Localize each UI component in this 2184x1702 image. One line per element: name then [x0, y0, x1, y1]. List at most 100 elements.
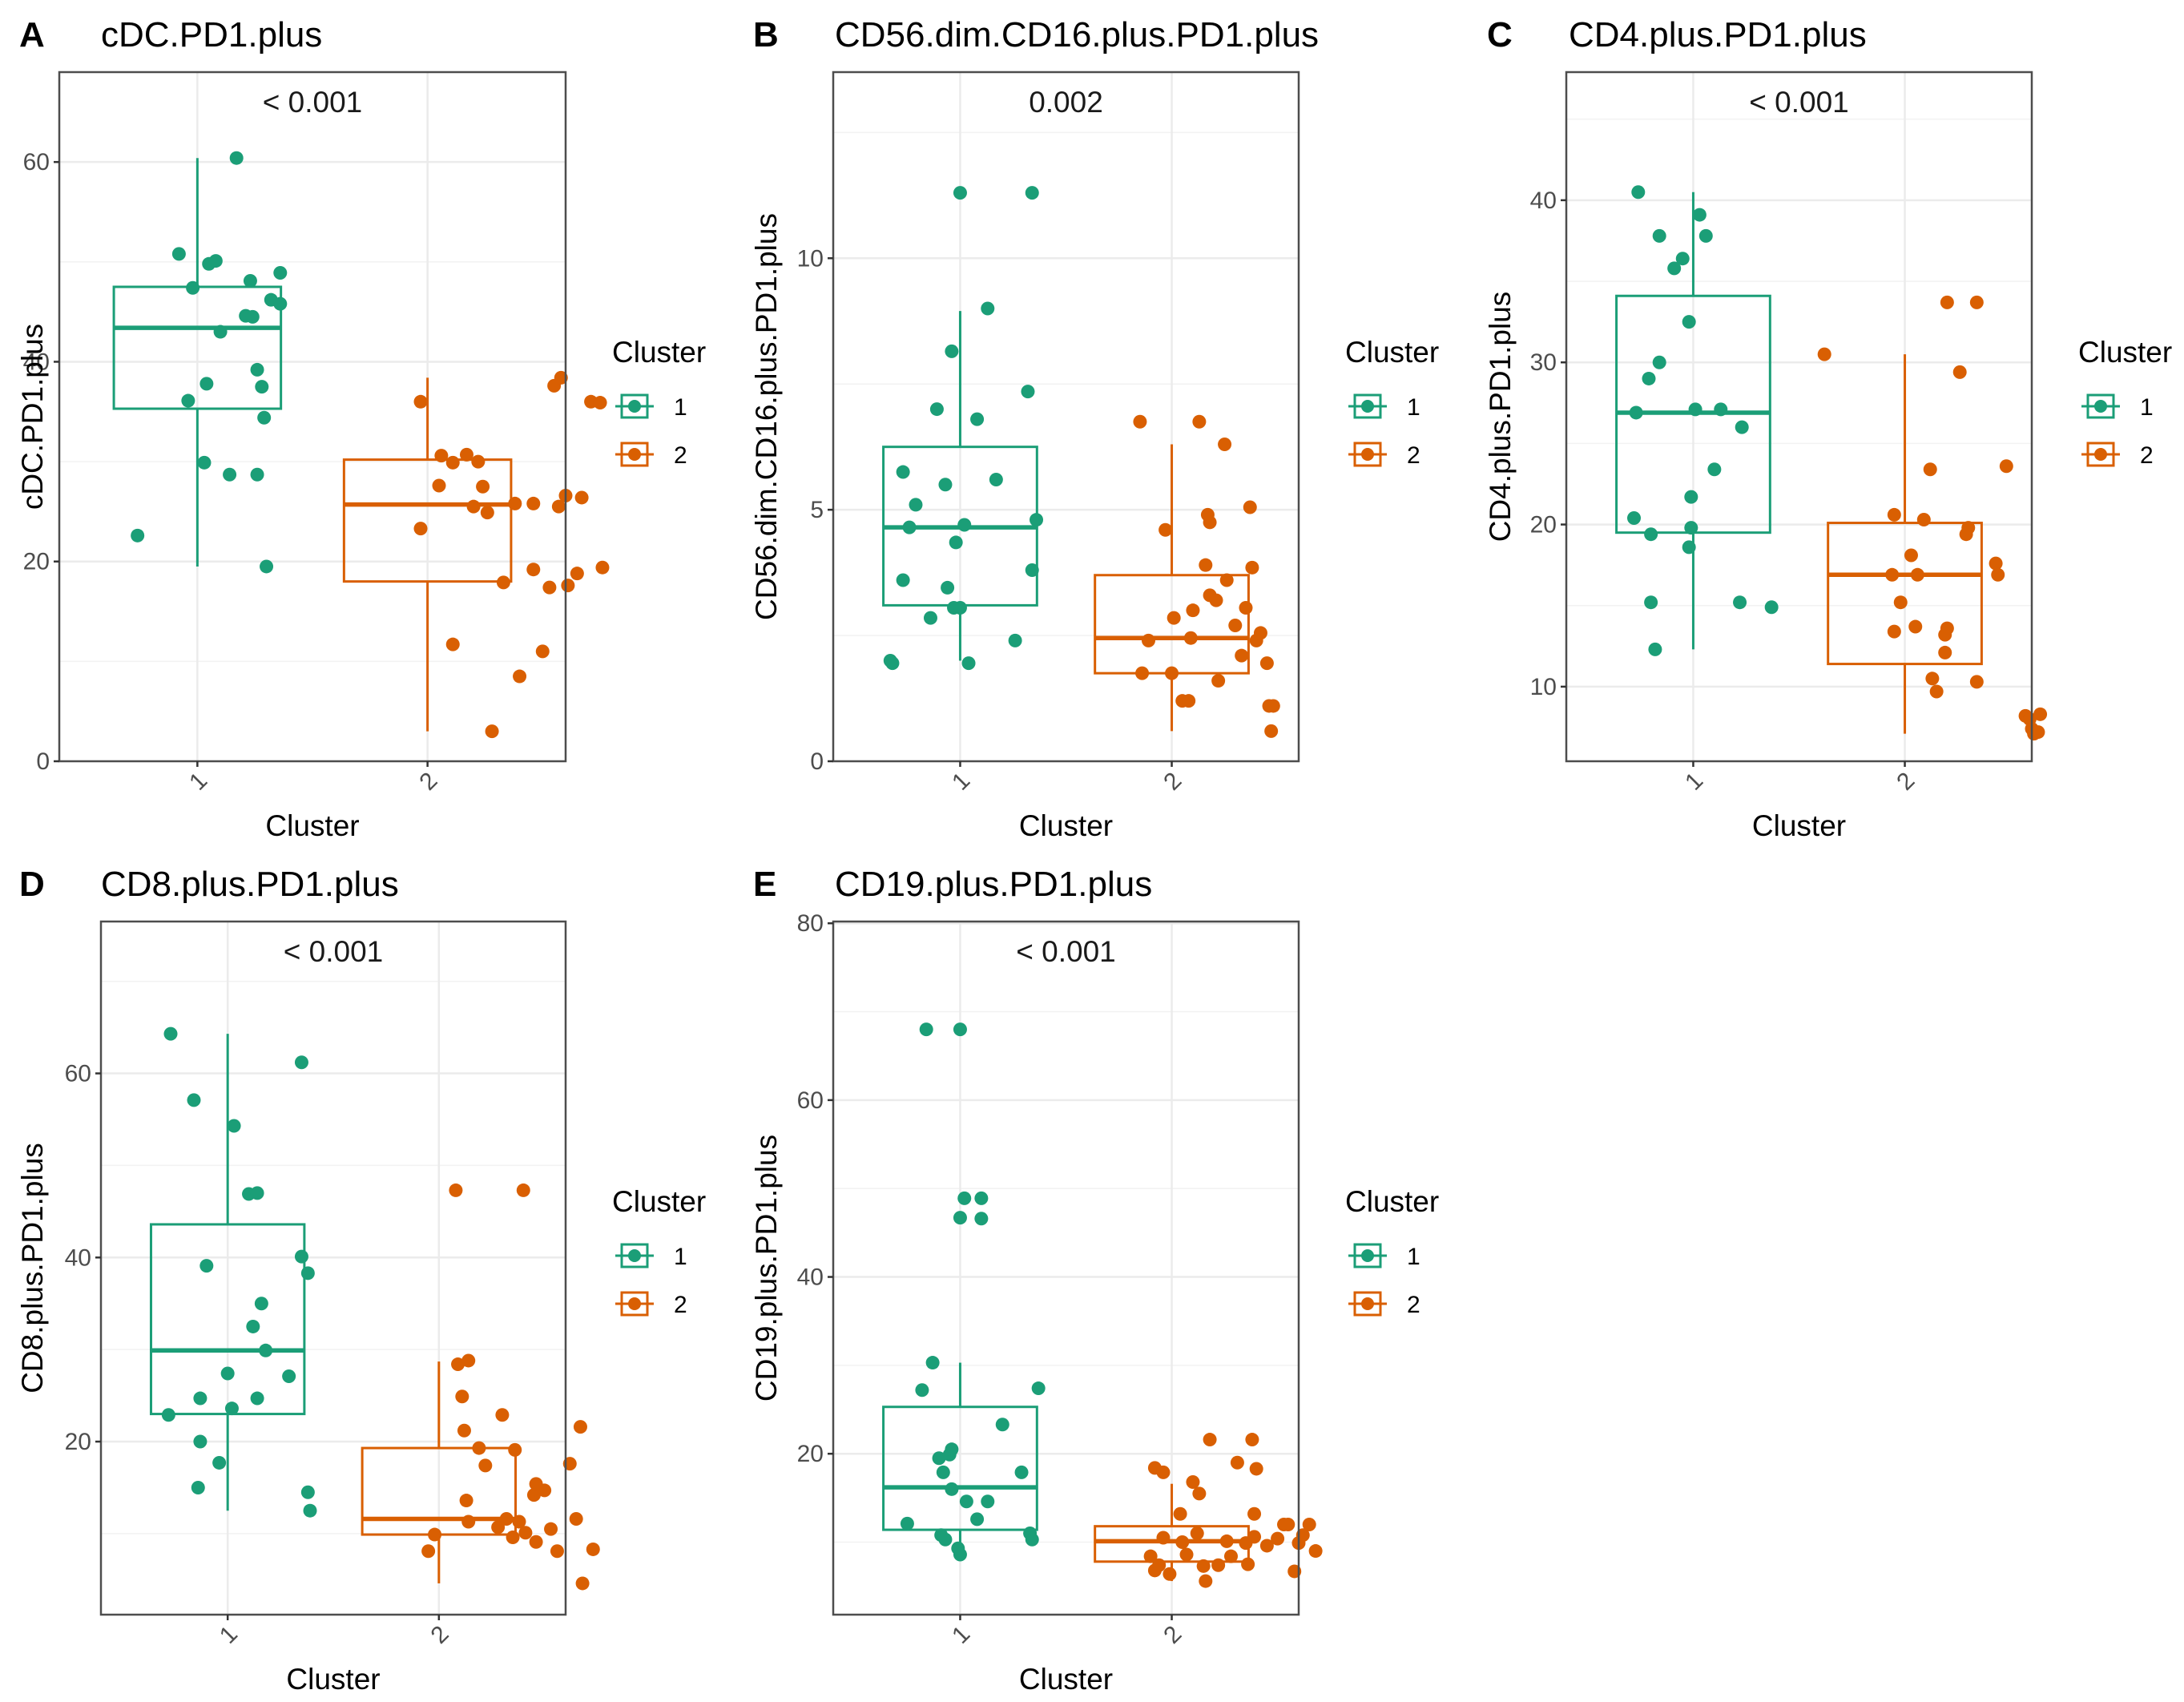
data-point — [1167, 611, 1181, 625]
data-point — [1675, 252, 1690, 266]
data-point — [1156, 1531, 1171, 1545]
x-tick-label: 2 — [414, 768, 442, 796]
data-point — [1887, 507, 1901, 522]
y-axis-title: CD56.dim.CD16.plus.PD1.plus — [750, 213, 783, 620]
plot-background — [59, 72, 566, 761]
data-point — [1165, 666, 1179, 680]
p-value-label: < 0.001 — [1016, 935, 1115, 968]
data-point — [1199, 1574, 1213, 1588]
data-point — [300, 1266, 315, 1281]
data-point — [1940, 621, 1954, 635]
legend-key-2: 2 — [615, 1291, 687, 1318]
p-value-label: 0.002 — [1029, 86, 1103, 119]
data-point — [1211, 674, 1226, 688]
data-point — [1684, 521, 1698, 535]
x-tick-label: 2 — [1892, 768, 1920, 796]
panel-a: 0 20 40 60 1 2 < 0.001 A cDC.PD1.plus Cluster cDC.… — [16, 15, 706, 842]
data-point — [1182, 694, 1196, 708]
data-point — [1219, 573, 1234, 587]
legend-key-point — [1361, 448, 1374, 461]
data-point — [535, 644, 550, 659]
data-point — [491, 1520, 506, 1535]
data-point — [1707, 462, 1722, 477]
data-point — [1682, 315, 1696, 329]
data-point — [1923, 462, 1937, 477]
data-point — [229, 151, 244, 165]
data-point — [575, 1576, 590, 1591]
y-tick-label: 80 — [797, 910, 824, 937]
data-point — [570, 567, 584, 581]
data-point — [561, 579, 575, 593]
data-point — [529, 1535, 543, 1549]
y-axis-title: cDC.PD1.plus — [16, 324, 49, 510]
data-point — [191, 1480, 205, 1494]
data-point — [896, 573, 910, 587]
data-point — [923, 611, 937, 625]
panel-c: 10 20 30 40 1 2 < 0.001 C CD4.plus.PD1.plus Clust… — [1484, 15, 2172, 842]
legend-label: 2 — [1407, 442, 1420, 469]
data-point — [1642, 371, 1656, 385]
data-point — [246, 1319, 260, 1333]
legend-label: 2 — [674, 442, 687, 469]
y-tick-label: 10 — [1530, 674, 1557, 700]
data-point — [542, 580, 557, 595]
legend-key-1: 1 — [1348, 393, 1420, 421]
panel-title: CD8.plus.PD1.plus — [101, 865, 399, 904]
legend: Cluster 1 2 — [1345, 336, 1439, 469]
data-point — [197, 455, 212, 470]
data-point — [131, 528, 145, 542]
y-axis-title: CD19.plus.PD1.plus — [750, 1135, 783, 1402]
x-tick-label: 1 — [215, 1621, 243, 1649]
data-point — [413, 522, 428, 536]
panel-e: 20 40 60 80 1 2 < 0.001 E CD19.plus.PD1.plus Clus… — [750, 865, 1439, 1696]
data-point — [1141, 633, 1155, 647]
data-point — [1266, 699, 1280, 713]
data-point — [1219, 1534, 1234, 1548]
legend-key-point — [2094, 400, 2107, 413]
legend-key-point — [1361, 400, 1374, 413]
legend-key-point — [2094, 448, 2107, 461]
data-point — [193, 1391, 208, 1406]
legend-key-2: 2 — [1348, 442, 1420, 469]
data-point — [981, 1494, 995, 1509]
legend-key-2: 2 — [1348, 1291, 1420, 1318]
legend-label: 1 — [1407, 1244, 1420, 1270]
data-point — [480, 506, 494, 520]
data-point — [1714, 402, 1728, 417]
data-point — [1885, 567, 1900, 582]
panel-d: 20 40 60 1 2 < 0.001 D CD8.plus.PD1.plus Cluster… — [16, 865, 706, 1696]
data-point — [245, 309, 260, 324]
data-point — [595, 560, 610, 575]
legend-label: 1 — [674, 394, 687, 421]
data-point — [254, 1297, 268, 1311]
plot-background — [833, 922, 1299, 1615]
data-point — [223, 467, 237, 482]
legend: Cluster 1 2 — [2078, 336, 2172, 469]
y-tick-label: 20 — [65, 1429, 91, 1455]
data-point — [250, 1186, 264, 1200]
data-point — [181, 393, 195, 408]
data-point — [250, 1391, 264, 1406]
data-point — [461, 1514, 476, 1529]
data-point — [499, 1512, 514, 1527]
data-point — [282, 1369, 296, 1383]
box-iqr — [1827, 522, 1983, 666]
x-tick-label: 1 — [184, 768, 212, 796]
legend-key-2: 2 — [615, 442, 687, 469]
data-point — [1183, 631, 1198, 645]
data-point — [919, 1022, 933, 1037]
p-value-label: < 0.001 — [263, 86, 362, 119]
data-point — [1025, 563, 1039, 577]
data-point — [1969, 295, 1984, 309]
data-point — [2033, 707, 2048, 721]
data-point — [273, 266, 288, 280]
y-tick-label: 5 — [810, 497, 824, 523]
data-point — [554, 370, 568, 385]
data-point — [896, 465, 910, 479]
legend-title: Cluster — [612, 336, 706, 369]
data-point — [255, 380, 269, 394]
legend: Cluster 1 2 — [1345, 1185, 1439, 1318]
panel-letter: A — [19, 15, 45, 54]
data-point — [1991, 567, 2005, 582]
data-point — [936, 1465, 950, 1479]
